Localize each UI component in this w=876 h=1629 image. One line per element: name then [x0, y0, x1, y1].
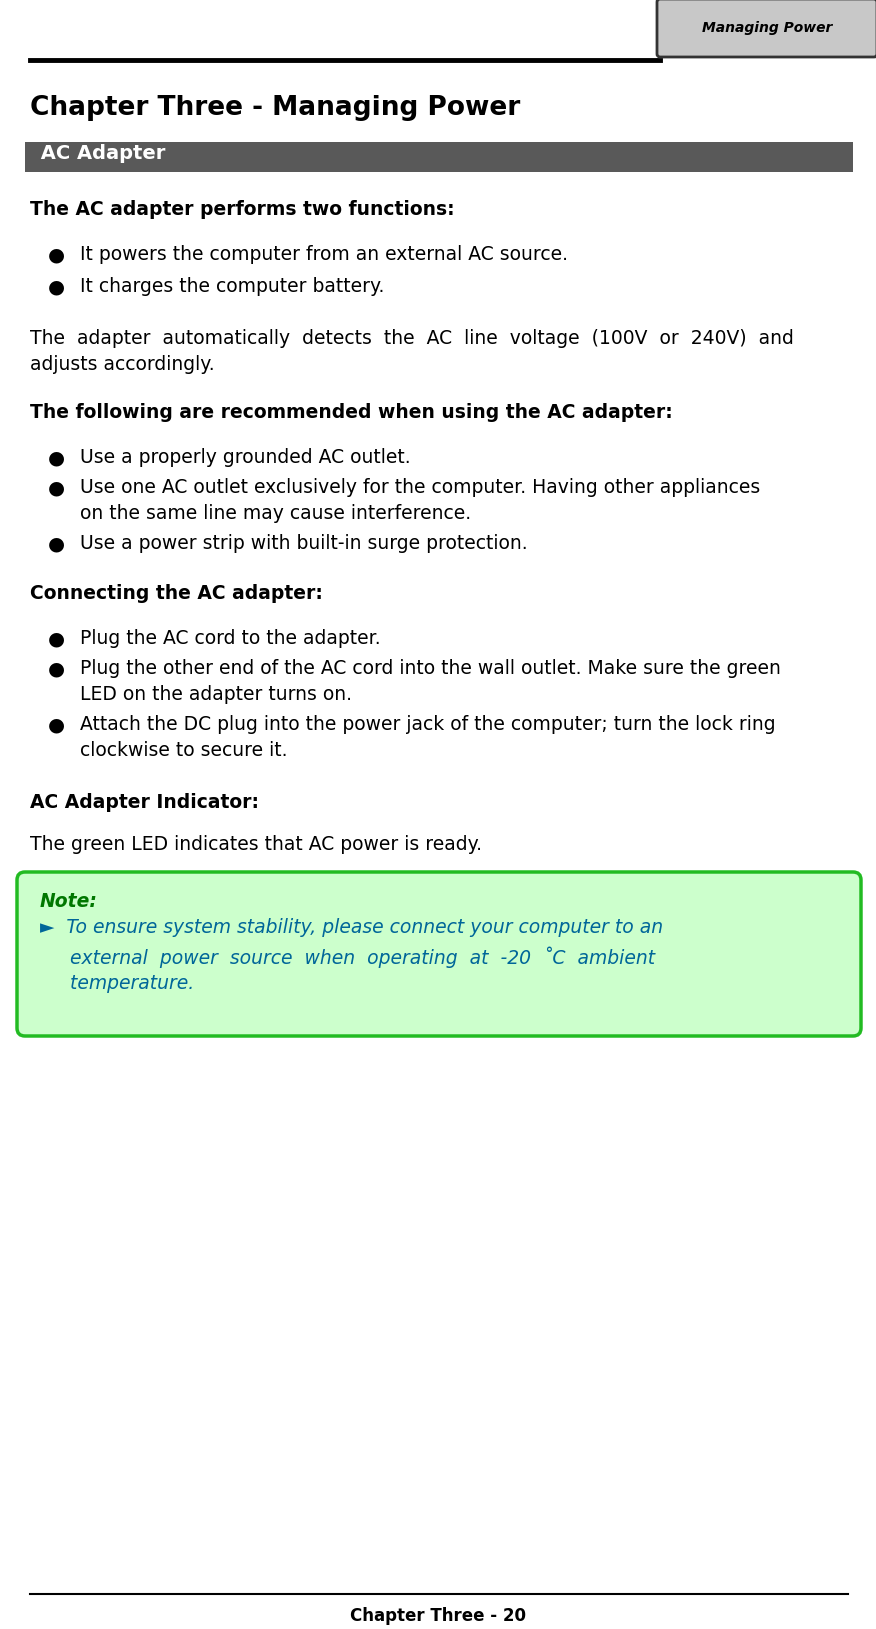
Text: clockwise to secure it.: clockwise to secure it. — [80, 741, 287, 761]
Text: ►  To ensure system stability, please connect your computer to an: ► To ensure system stability, please con… — [40, 919, 663, 937]
Text: LED on the adapter turns on.: LED on the adapter turns on. — [80, 686, 352, 704]
Bar — [25, 142, 853, 173]
Text: AC Adapter Indicator:: AC Adapter Indicator: — [30, 793, 259, 811]
Text: Connecting the AC adapter:: Connecting the AC adapter: — [30, 585, 323, 603]
Text: The following are recommended when using the AC adapter:: The following are recommended when using… — [30, 402, 673, 422]
Text: It powers the computer from an external AC source.: It powers the computer from an external … — [80, 244, 568, 264]
FancyBboxPatch shape — [17, 872, 861, 1036]
Text: Use a power strip with built-in surge protection.: Use a power strip with built-in surge pr… — [80, 534, 527, 552]
Text: Chapter Three - 20: Chapter Three - 20 — [350, 1606, 526, 1626]
Text: Note:: Note: — [40, 893, 98, 911]
Text: adjusts accordingly.: adjusts accordingly. — [30, 355, 215, 375]
Text: The green LED indicates that AC power is ready.: The green LED indicates that AC power is… — [30, 836, 482, 854]
Text: ●: ● — [48, 534, 65, 552]
Text: ●: ● — [48, 448, 65, 468]
FancyBboxPatch shape — [657, 0, 876, 57]
Text: ●: ● — [48, 277, 65, 296]
Text: The  adapter  automatically  detects  the  AC  line  voltage  (100V  or  240V)  : The adapter automatically detects the AC… — [30, 329, 794, 349]
Text: Chapter Three - Managing Power: Chapter Three - Managing Power — [30, 94, 520, 121]
Text: Plug the AC cord to the adapter.: Plug the AC cord to the adapter. — [80, 629, 381, 648]
Text: ●: ● — [48, 715, 65, 735]
Text: on the same line may cause interference.: on the same line may cause interference. — [80, 503, 471, 523]
Text: Use one AC outlet exclusively for the computer. Having other appliances: Use one AC outlet exclusively for the co… — [80, 477, 760, 497]
Text: Use a properly grounded AC outlet.: Use a properly grounded AC outlet. — [80, 448, 411, 468]
Text: ●: ● — [48, 244, 65, 264]
Text: ●: ● — [48, 477, 65, 497]
Text: Managing Power: Managing Power — [702, 21, 832, 34]
Text: external  power  source  when  operating  at  -20  ˚C  ambient: external power source when operating at … — [40, 946, 655, 968]
Text: Attach the DC plug into the power jack of the computer; turn the lock ring: Attach the DC plug into the power jack o… — [80, 715, 775, 735]
Text: ●: ● — [48, 629, 65, 648]
Text: The AC adapter performs two functions:: The AC adapter performs two functions: — [30, 200, 455, 218]
Text: Plug the other end of the AC cord into the wall outlet. Make sure the green: Plug the other end of the AC cord into t… — [80, 660, 781, 678]
Text: ●: ● — [48, 660, 65, 678]
Text: It charges the computer battery.: It charges the computer battery. — [80, 277, 385, 296]
Text: AC Adapter: AC Adapter — [34, 143, 166, 163]
Text: temperature.: temperature. — [40, 974, 194, 994]
